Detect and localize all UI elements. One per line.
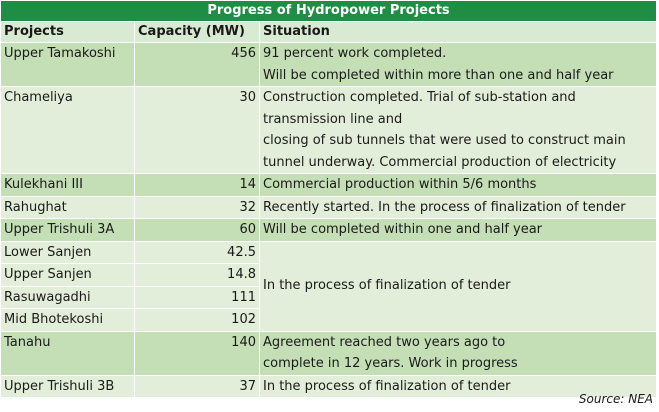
project-capacity: 60	[134, 218, 260, 242]
table-row: Rahughat 32 Recently started. In the pro…	[0, 195, 657, 219]
table-row: Chameliya 30 Construction completed. Tri…	[0, 86, 657, 174]
project-name: Upper Sanjen	[0, 263, 135, 287]
project-capacity: 32	[134, 195, 260, 219]
table-row: Upper Tamakoshi 456 91 percent work comp…	[0, 42, 657, 87]
project-situation: In the process of finalization of tender	[259, 374, 657, 398]
header-situation: Situation	[259, 21, 657, 43]
header-projects: Projects	[0, 21, 135, 43]
situation-line: Recently started. In the process of fina…	[263, 199, 626, 215]
project-capacity: 140	[134, 330, 260, 376]
situation-line: transmission line and	[263, 111, 403, 127]
source-note: Source: NEA	[578, 392, 653, 406]
project-name: Tanahu	[0, 330, 135, 376]
project-name: Lower Sanjen	[0, 240, 135, 264]
project-name: Upper Trishuli 3A	[0, 218, 135, 242]
project-name: Upper Trishuli 3B	[0, 374, 135, 398]
table-row: Lower Sanjen 42.5 In the process of fina…	[0, 240, 657, 332]
table-row: Kulekhani III 14 Commercial production w…	[0, 173, 657, 197]
project-capacity: 14	[134, 173, 260, 197]
situation-line: Agreement reached two years ago to	[263, 334, 506, 350]
situation-line: tunnel underway. Commercial production o…	[263, 154, 617, 170]
situation-line: Commercial production within 5/6 months	[263, 177, 537, 192]
table-row: Upper Trishuli 3A 60 Will be completed w…	[0, 218, 657, 242]
merged-situation: In the process of finalization of tender	[259, 240, 657, 332]
situation-line: 91 percent work completed.	[263, 46, 447, 61]
project-capacity: 42.5	[134, 240, 260, 264]
project-situation: Agreement reached two years ago to compl…	[259, 330, 657, 376]
project-name: Rahughat	[0, 195, 135, 219]
header-capacity: Capacity (MW)	[134, 21, 260, 43]
table-row: Rasuwagadhi 111	[0, 285, 657, 309]
project-situation: Recently started. In the process of fina…	[259, 195, 657, 219]
project-name: Chameliya	[0, 86, 135, 174]
project-capacity: 14.8	[134, 263, 260, 287]
table-row: Tanahu 140 Agreement reached two years a…	[0, 330, 657, 376]
project-situation: Construction completed. Trial of sub-sta…	[259, 86, 657, 174]
situation-line: In the process of finalization of tender	[263, 378, 511, 394]
project-situation: Will be completed within one and half ye…	[259, 218, 657, 242]
hydropower-table: Progress of Hydropower Projects Projects…	[0, 0, 657, 398]
project-name: Rasuwagadhi	[0, 285, 135, 309]
project-name: Upper Tamakoshi	[0, 42, 135, 87]
situation-line: Will be completed within one and half ye…	[263, 222, 543, 237]
table-header-row: Projects Capacity (MW) Situation	[0, 21, 657, 43]
project-name: Kulekhani III	[0, 173, 135, 197]
situation-line: Will be completed within more than one a…	[263, 67, 614, 83]
project-capacity: 30	[134, 86, 260, 174]
situation-line: complete in 12 years. Work in progress	[263, 356, 518, 371]
table-title-row: Progress of Hydropower Projects	[0, 0, 657, 22]
situation-line: Construction completed. Trial of sub-sta…	[263, 90, 576, 105]
project-situation: Commercial production within 5/6 months	[259, 173, 657, 197]
situation-line: closing of sub tunnels that were used to…	[263, 133, 626, 148]
project-capacity: 111	[134, 285, 260, 309]
project-capacity: 456	[134, 42, 260, 87]
table-row: Mid Bhotekoshi 102	[0, 308, 657, 332]
project-situation: 91 percent work completed. Will be compl…	[259, 42, 657, 87]
project-capacity: 102	[134, 308, 260, 332]
table-row: Upper Sanjen 14.8	[0, 263, 657, 287]
table-title: Progress of Hydropower Projects	[0, 0, 657, 22]
project-name: Mid Bhotekoshi	[0, 308, 135, 332]
table-row: Upper Trishuli 3B 37 In the process of f…	[0, 374, 657, 398]
project-capacity: 37	[134, 374, 260, 398]
